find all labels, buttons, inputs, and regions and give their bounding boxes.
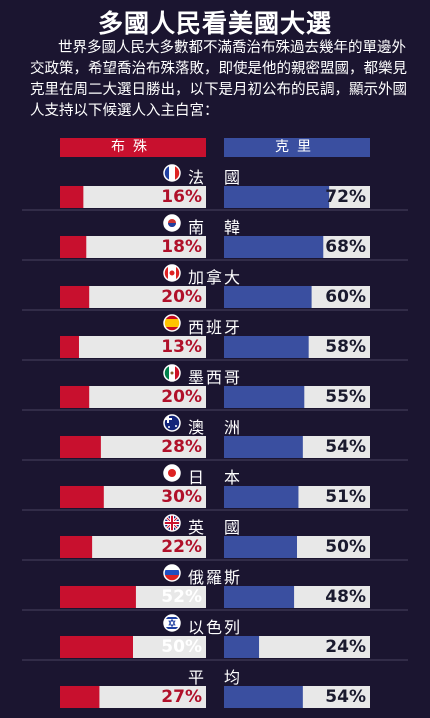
canada-flag-icon: [163, 264, 181, 282]
kerry-value-label: 72%: [325, 187, 366, 207]
bush-value-label: 50%: [161, 637, 202, 657]
kerry-bar: [224, 236, 324, 258]
bush-value-label: 27%: [161, 687, 202, 707]
kerry-header: 克里: [224, 138, 370, 157]
kerry-bar: [224, 286, 312, 308]
kerry-bar-track: [224, 636, 370, 658]
country-label: 南 韓: [188, 218, 243, 237]
bush-value-label: 30%: [161, 487, 202, 507]
intro-paragraph: 世界多國人民大多數都不滿喬治布殊過去幾年的單邊外交政策，希望喬治布殊落敗，即使是…: [30, 40, 407, 119]
country-label: 平 均: [188, 668, 243, 687]
page-title: 多國人民看美國大選: [97, 9, 332, 38]
bush-value-label: 52%: [161, 587, 202, 607]
bush-bar: [60, 636, 133, 658]
japan-flag-icon: [163, 464, 181, 482]
kerry-bar: [224, 486, 299, 508]
kerry-value-label: 68%: [325, 237, 366, 257]
bush-bar-track: [60, 386, 206, 408]
kerry-bar: [224, 386, 305, 408]
spain-flag-icon: [163, 314, 181, 332]
bush-bar-track: [60, 186, 206, 208]
kerry-value-label: 58%: [325, 337, 366, 357]
bush-bar-track: [60, 236, 206, 258]
bush-bar: [60, 436, 101, 458]
france-flag-icon: [163, 164, 181, 182]
country-label: 日 本: [188, 468, 243, 487]
bush-bar: [60, 186, 84, 208]
bush-value-label: 20%: [161, 387, 202, 407]
bush-value-label: 16%: [161, 187, 202, 207]
uk-flag-icon: [163, 514, 181, 532]
bush-bar: [60, 486, 104, 508]
country-label: 俄羅斯: [188, 568, 243, 587]
bush-bar: [60, 386, 90, 408]
bush-bar: [60, 586, 136, 608]
bush-value-label: 13%: [161, 337, 202, 357]
bush-header: 布殊: [60, 138, 206, 157]
kerry-value-label: 24%: [325, 637, 366, 657]
bush-bar: [60, 686, 100, 708]
kerry-bar: [224, 336, 309, 358]
kerry-value-label: 54%: [325, 437, 366, 457]
kerry-value-label: 55%: [325, 387, 366, 407]
kerry-value-label: 48%: [325, 587, 366, 607]
country-label: 加拿大: [188, 268, 243, 287]
kerry-value-label: 54%: [325, 687, 366, 707]
kerry-bar: [224, 686, 303, 708]
south-korea-flag-icon: [163, 214, 181, 232]
kerry-bar: [224, 436, 303, 458]
country-label: 澳 洲: [188, 418, 243, 437]
bush-bar: [60, 236, 87, 258]
kerry-bar: [224, 586, 295, 608]
bush-bar-track: [60, 536, 206, 558]
bush-value-label: 18%: [161, 237, 202, 257]
bush-value-label: 28%: [161, 437, 202, 457]
bush-bar: [60, 336, 79, 358]
bush-bar: [60, 536, 93, 558]
country-label: 以色列: [188, 618, 243, 637]
country-label: 法 國: [188, 168, 243, 187]
bush-value-label: 20%: [161, 287, 202, 307]
mexico-flag-icon: [163, 364, 181, 382]
israel-flag-icon: [163, 614, 181, 632]
kerry-value-label: 51%: [325, 487, 366, 507]
bush-bar-track: [60, 336, 206, 358]
australia-flag-icon: [163, 414, 181, 432]
kerry-bar: [224, 186, 330, 208]
kerry-bar: [224, 536, 297, 558]
kerry-value-label: 50%: [325, 537, 366, 557]
kerry-value-label: 60%: [325, 287, 366, 307]
bush-value-label: 22%: [161, 537, 202, 557]
country-label: 英 國: [188, 518, 243, 537]
bush-bar-track: [60, 286, 206, 308]
country-label: 墨西哥: [188, 368, 243, 387]
kerry-bar: [224, 636, 260, 658]
bush-bar: [60, 286, 90, 308]
country-label: 西班牙: [188, 318, 243, 337]
russia-flag-icon: [163, 564, 181, 582]
